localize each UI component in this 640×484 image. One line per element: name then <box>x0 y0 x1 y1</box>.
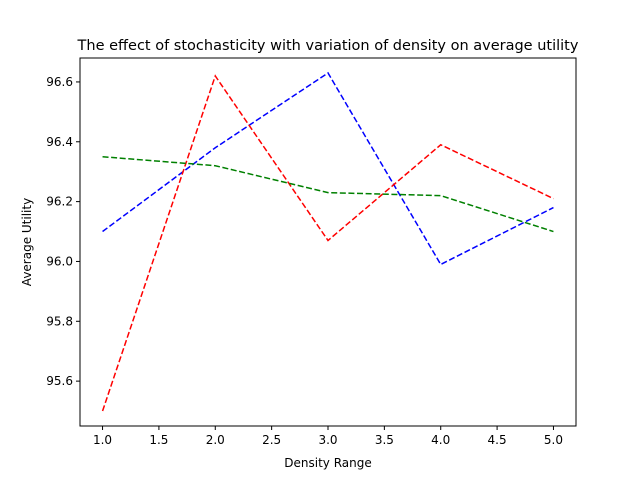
x-tick-label: 4.0 <box>431 433 450 447</box>
x-tick-label: 2.5 <box>262 433 281 447</box>
x-tick-label: 5.0 <box>544 433 563 447</box>
series-layer <box>101 71 554 412</box>
series-line-3 <box>102 155 554 233</box>
x-tick-label: 3.5 <box>375 433 394 447</box>
series-line-2 <box>101 74 554 412</box>
y-axis-label: Average Utility <box>20 198 34 286</box>
x-tick-label: 3.0 <box>318 433 337 447</box>
series-line-1 <box>102 71 554 266</box>
x-tick-label: 1.5 <box>149 433 168 447</box>
x-tick-label: 2.0 <box>206 433 225 447</box>
x-axis-label: Density Range <box>284 456 371 470</box>
y-tick-label: 96.4 <box>46 135 73 149</box>
x-tick-label: 1.0 <box>93 433 112 447</box>
axes: 1.0 1.5 2.0 2.5 3.0 3.5 4.0 4.5 5.0 95.6 95.8 96.0 9… <box>46 75 563 447</box>
y-tick-label: 96.6 <box>46 75 73 89</box>
y-tick-label: 95.8 <box>46 314 73 328</box>
plot-area <box>79 57 577 427</box>
y-tick-label: 95.6 <box>46 374 73 388</box>
y-tick-label: 96.2 <box>46 195 73 209</box>
chart-title: The effect of stochasticity with variati… <box>77 38 579 54</box>
x-tick-label: 4.5 <box>488 433 507 447</box>
y-tick-label: 96.0 <box>46 254 73 268</box>
